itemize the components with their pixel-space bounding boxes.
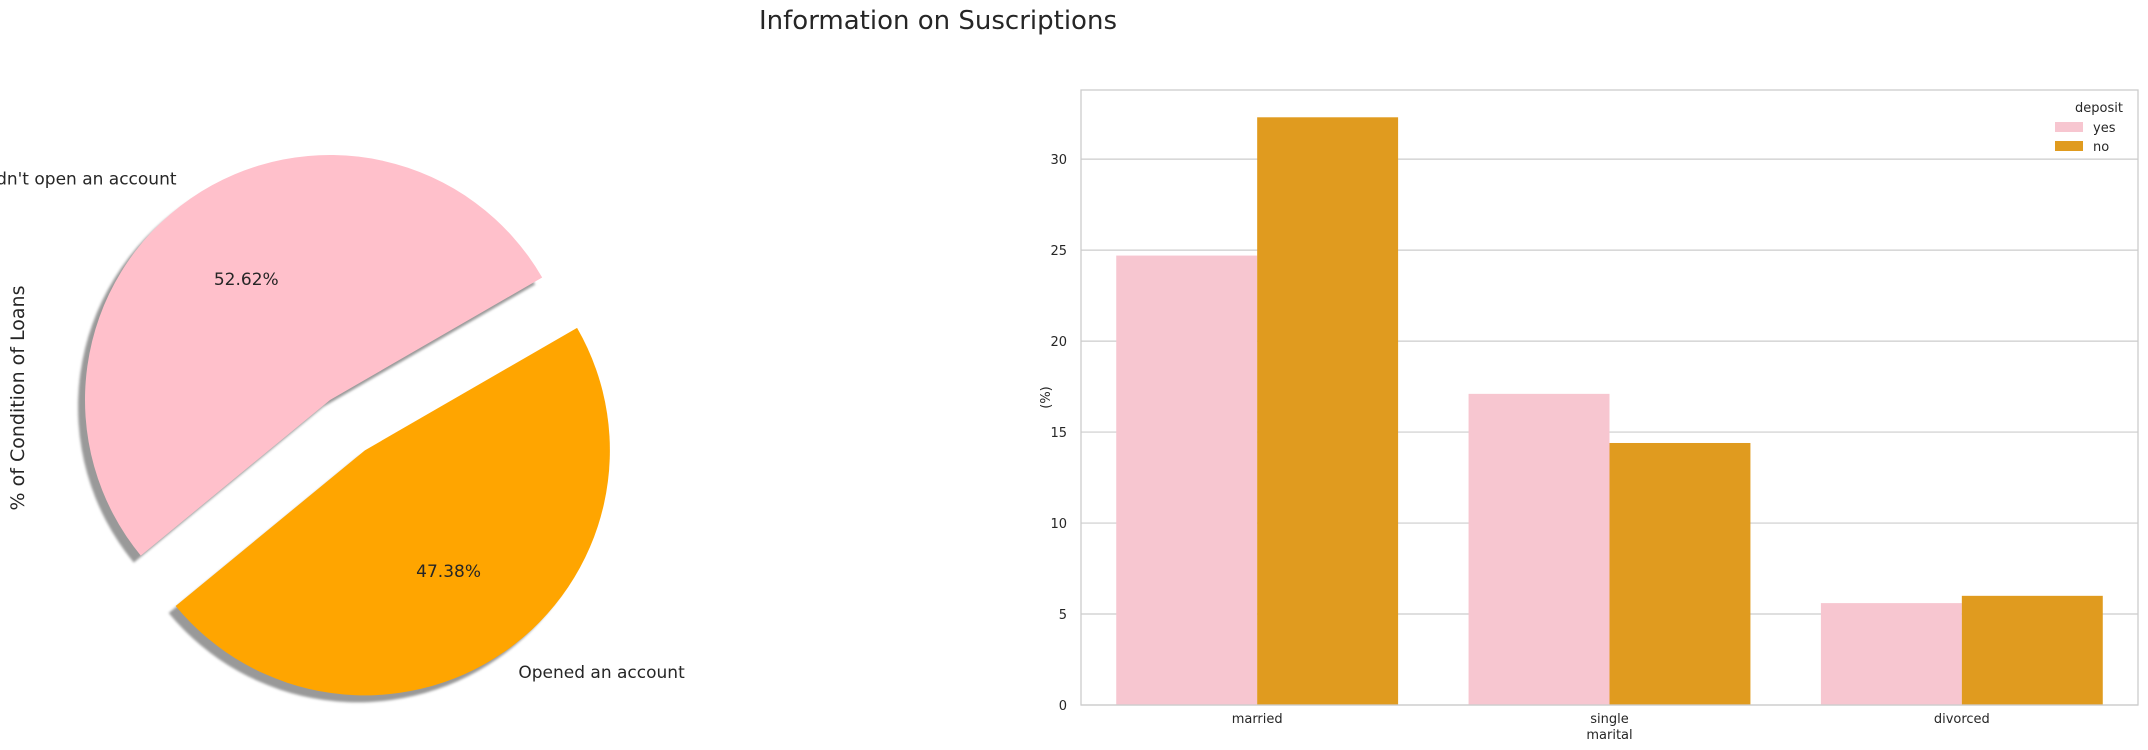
- bar-ytick-label: 0: [1059, 699, 1067, 714]
- bar-married-no: [1257, 117, 1399, 705]
- bar-divorced-yes: [1820, 603, 1962, 705]
- bar-chart: 0 5 10 15 20 25 30 married single divorced marit…: [1039, 89, 2139, 743]
- bar-divorced-no: [1961, 595, 2103, 705]
- bar-legend-swatch-yes: [2055, 122, 2083, 132]
- pie-labels: 52.62% Didn't open an account 47.38% Opened…: [0, 169, 685, 682]
- bar-legend-title: deposit: [2075, 101, 2123, 116]
- bar-xtick-label-divorced: divorced: [1934, 712, 1990, 727]
- bar-legend-label-no: no: [2093, 140, 2109, 155]
- bar-ytick-label: 25: [1050, 244, 1067, 259]
- pie-label-didn-t-open-an-account: Didn't open an account: [0, 169, 177, 189]
- bar-ytick-label: 10: [1050, 517, 1067, 532]
- bar-xtick-labels: married single divorced: [1232, 712, 1990, 727]
- bar-xtick-label-single: single: [1590, 712, 1629, 727]
- bar-ytick-labels: 0 5 10 15 20 25 30: [1050, 153, 1067, 714]
- pie-slices: [84, 154, 610, 696]
- bar-ytick-label: 20: [1050, 335, 1067, 350]
- pie-pct-label-didn-t-open-an-account: 52.62%: [214, 270, 279, 290]
- bar-ytick-label: 15: [1050, 426, 1067, 441]
- figure-title: Information on Suscriptions: [759, 6, 1117, 36]
- bar-legend-swatch-no: [2055, 141, 2083, 151]
- bar-legend: deposit yes no: [2055, 101, 2123, 155]
- bar-married-yes: [1116, 255, 1258, 706]
- bar-single-yes: [1468, 393, 1610, 705]
- bar-xlabel: marital: [1586, 728, 1632, 743]
- pie-ylabel: % of Condition of Loans: [7, 286, 29, 511]
- pie-pct-label-opened-an-account: 47.38%: [416, 562, 481, 582]
- pie-slice-opened-an-account: [175, 327, 610, 696]
- bar-single-no: [1609, 442, 1751, 705]
- bar-ylabel: (%): [1039, 386, 1054, 409]
- pie-slice-didn-t-open-an-account: [84, 154, 543, 556]
- bar-ytick-label: 30: [1050, 153, 1067, 168]
- bar-xtick-label-married: married: [1232, 712, 1283, 727]
- bar-legend-label-yes: yes: [2093, 121, 2116, 136]
- bar-plot-frame: [1080, 89, 2139, 706]
- bar-ytick-label: 5: [1059, 608, 1067, 623]
- bar-series: [1116, 117, 2103, 706]
- pie-chart: % of Condition of Loans 52.62% Didn't ope…: [0, 154, 685, 703]
- pie-label-opened-an-account: Opened an account: [518, 663, 685, 683]
